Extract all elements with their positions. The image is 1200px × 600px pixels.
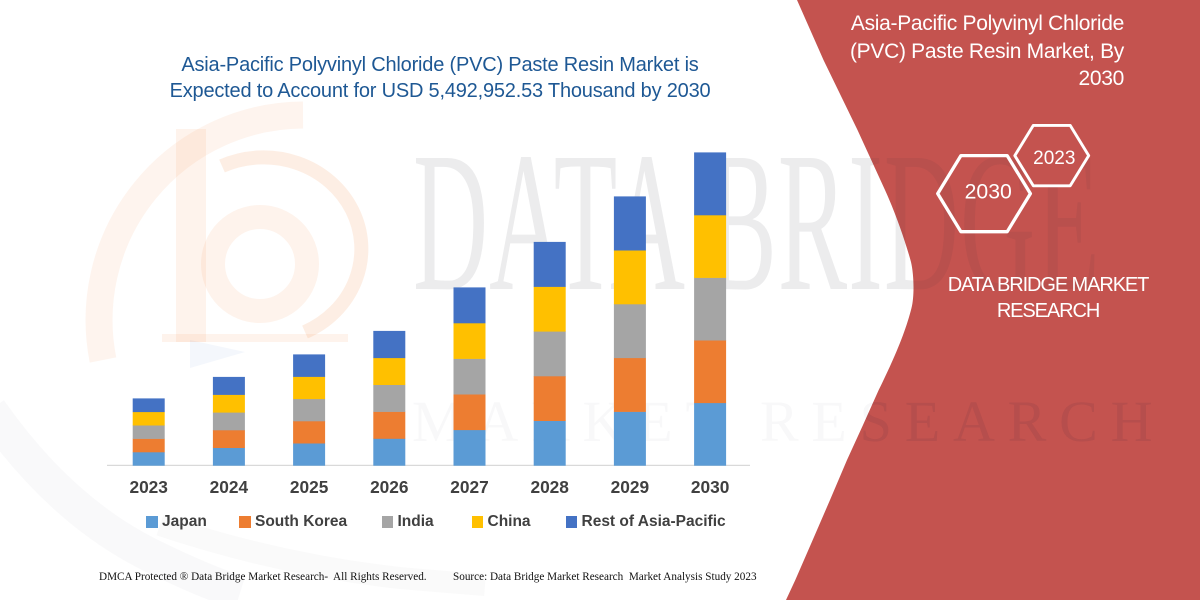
svg-text:DATA BRIDGE: DATA BRIDGE: [413, 112, 1101, 333]
svg-text:2023: 2023: [1033, 148, 1075, 169]
svg-text:2030: 2030: [965, 181, 1012, 204]
